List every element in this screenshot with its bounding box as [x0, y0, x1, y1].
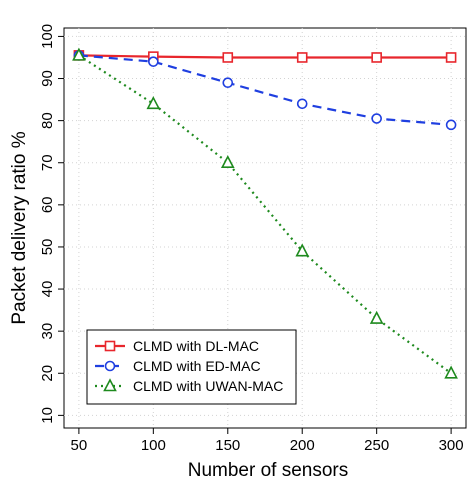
series-group	[72, 47, 458, 379]
series-3	[72, 47, 458, 379]
legend-box	[86, 329, 297, 405]
circle-marker	[445, 119, 457, 131]
circle-marker	[222, 77, 234, 89]
square-marker	[222, 52, 234, 63]
square-marker	[371, 52, 382, 63]
legend-square-marker	[104, 340, 116, 352]
circle-marker	[371, 113, 382, 124]
legend-circle-marker	[104, 360, 116, 372]
triangle-marker	[72, 47, 86, 61]
legend-triangle-marker	[103, 378, 117, 392]
y-tick-label: 20	[39, 365, 56, 382]
y-tick-label: 10	[39, 407, 56, 424]
y-axis-title: Packet delivery ratio %	[9, 131, 30, 324]
legend-entry: CLMD with DL-MAC	[133, 338, 259, 354]
x-axis-title: Number of sensors	[188, 460, 349, 481]
y-tick-label: 50	[39, 239, 56, 256]
y-tick-label: 30	[39, 323, 56, 340]
y-tick-label: 100	[39, 24, 56, 49]
x-tick-label: 100	[141, 437, 166, 454]
circle-marker	[296, 98, 308, 110]
legend-entry: CLMD with ED-MAC	[133, 358, 261, 374]
y-tick-label: 40	[39, 281, 56, 298]
y-tick-label: 90	[39, 70, 56, 87]
x-tick-label: 300	[439, 437, 464, 454]
triangle-marker	[444, 365, 458, 379]
square-marker	[445, 52, 457, 63]
series-line	[78, 54, 452, 375]
square-marker	[296, 52, 308, 63]
x-tick-label: 150	[215, 437, 240, 454]
x-axis: 50 100 150 200 250 300	[71, 428, 464, 454]
grid	[64, 28, 466, 428]
circle-marker	[148, 56, 159, 67]
triangle-marker	[220, 155, 235, 169]
y-tick-label: 60	[39, 196, 56, 213]
series-line	[78, 54, 452, 59]
x-tick-label: 250	[364, 437, 389, 454]
triangle-marker	[295, 243, 310, 257]
x-tick-label: 50	[71, 437, 88, 454]
legend-entry: CLMD with UWAN-MAC	[133, 378, 283, 394]
y-tick-label: 80	[39, 112, 56, 129]
triangle-marker	[146, 96, 161, 110]
series-line	[78, 54, 452, 126]
y-axis: 10 20 30 40 50 60 70 80 90 100	[39, 24, 64, 424]
y-tick-label: 70	[39, 154, 56, 171]
legend: CLMD with DL-MAC CLMD with ED-MAC CLMD wit…	[86, 329, 297, 405]
x-tick-label: 200	[290, 437, 315, 454]
triangle-marker	[369, 310, 384, 324]
